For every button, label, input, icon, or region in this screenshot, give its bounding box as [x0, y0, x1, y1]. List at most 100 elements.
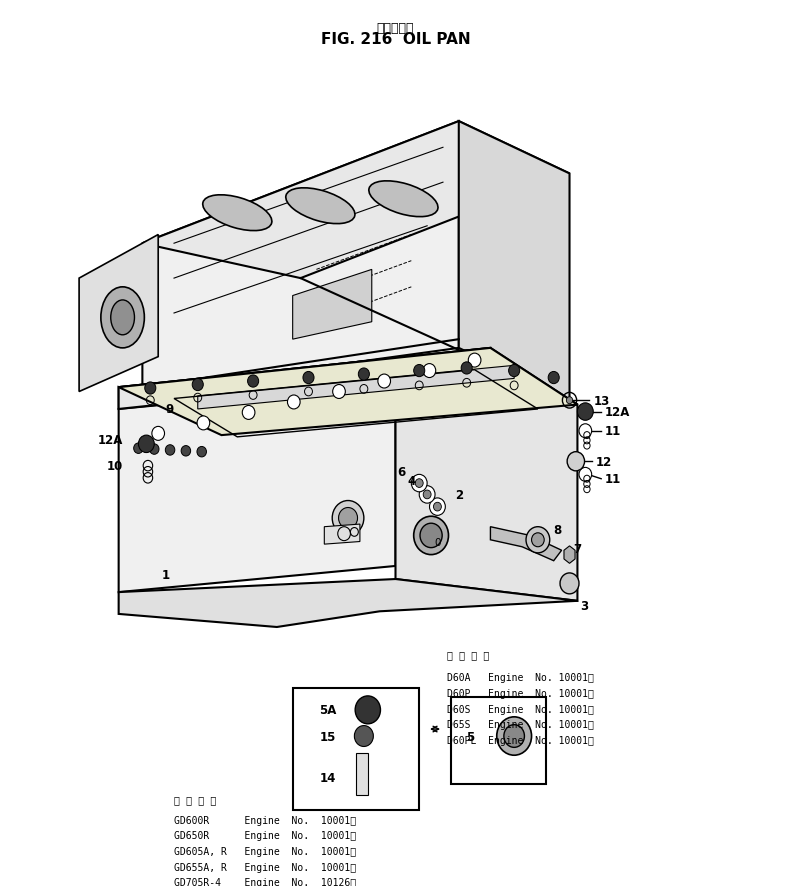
Polygon shape — [119, 348, 577, 442]
Text: 13: 13 — [593, 394, 610, 408]
Ellipse shape — [202, 196, 272, 231]
Text: 9: 9 — [166, 403, 174, 416]
Text: 6: 6 — [398, 466, 406, 478]
Polygon shape — [119, 579, 577, 627]
Polygon shape — [459, 122, 570, 400]
Circle shape — [509, 365, 520, 377]
Text: D65S   Engine  No. 10001～: D65S Engine No. 10001～ — [447, 719, 594, 730]
Circle shape — [165, 445, 175, 455]
Circle shape — [145, 383, 156, 394]
Text: GD655A, R   Engine  No.  10001～: GD655A, R Engine No. 10001～ — [174, 862, 356, 872]
Circle shape — [181, 446, 191, 456]
Text: GD605A, R   Engine  No.  10001～: GD605A, R Engine No. 10001～ — [174, 846, 356, 856]
Text: GD600R      Engine  No.  10001～: GD600R Engine No. 10001～ — [174, 814, 356, 825]
Polygon shape — [324, 525, 360, 545]
Text: D60S   Engine  No. 10001～: D60S Engine No. 10001～ — [447, 704, 594, 714]
Circle shape — [149, 445, 159, 455]
Circle shape — [378, 375, 391, 389]
Text: 2: 2 — [455, 488, 463, 501]
Circle shape — [303, 372, 314, 385]
Text: 5A: 5A — [319, 703, 336, 717]
Circle shape — [197, 447, 206, 457]
Text: 8: 8 — [554, 524, 562, 536]
Circle shape — [526, 527, 550, 553]
Polygon shape — [198, 366, 514, 409]
Ellipse shape — [369, 182, 438, 217]
Ellipse shape — [101, 288, 145, 348]
Circle shape — [430, 498, 445, 516]
Circle shape — [468, 354, 481, 368]
Circle shape — [548, 372, 559, 385]
Text: GD705R-4    Engine  No.  10126～: GD705R-4 Engine No. 10126～ — [174, 877, 356, 886]
Circle shape — [433, 502, 441, 511]
Text: 12A: 12A — [605, 406, 630, 418]
Text: 11: 11 — [605, 473, 622, 486]
Text: 7: 7 — [573, 542, 581, 556]
Polygon shape — [490, 527, 562, 561]
Circle shape — [415, 479, 423, 488]
Circle shape — [339, 508, 358, 529]
Bar — [451, 697, 546, 784]
Circle shape — [287, 395, 300, 409]
Polygon shape — [396, 384, 577, 602]
Circle shape — [579, 468, 592, 482]
Text: オイルパン: オイルパン — [377, 22, 414, 35]
Polygon shape — [119, 348, 577, 436]
Polygon shape — [142, 122, 570, 279]
Circle shape — [420, 524, 442, 548]
Text: D60P   Engine  No. 10001～: D60P Engine No. 10001～ — [447, 688, 594, 698]
Circle shape — [134, 444, 143, 454]
Ellipse shape — [111, 300, 134, 336]
Ellipse shape — [286, 189, 355, 224]
Text: 適  用  号  機: 適 用 号 機 — [447, 649, 489, 659]
Text: 11: 11 — [605, 424, 622, 438]
Circle shape — [577, 403, 593, 421]
Text: D60A   Engine  No. 10001～: D60A Engine No. 10001～ — [447, 672, 594, 682]
Bar — [293, 688, 419, 811]
Polygon shape — [119, 348, 490, 409]
Circle shape — [332, 501, 364, 536]
Text: 適  用  号  機: 適 用 号 機 — [174, 794, 216, 804]
Text: 5: 5 — [467, 730, 475, 742]
Text: 3: 3 — [580, 599, 588, 612]
Circle shape — [333, 385, 346, 399]
Text: 12: 12 — [596, 455, 612, 468]
Circle shape — [355, 696, 380, 724]
Text: 10: 10 — [106, 460, 123, 472]
Text: D60PL  Engine  No. 10001～: D60PL Engine No. 10001～ — [447, 735, 594, 745]
Circle shape — [358, 369, 369, 381]
Circle shape — [152, 427, 165, 441]
Bar — [356, 754, 368, 796]
Text: GD650R      Engine  No.  10001～: GD650R Engine No. 10001～ — [174, 830, 356, 840]
Circle shape — [532, 533, 544, 548]
Circle shape — [566, 397, 573, 404]
Circle shape — [497, 717, 532, 756]
Text: 1: 1 — [162, 569, 170, 581]
Circle shape — [138, 436, 154, 453]
Polygon shape — [79, 236, 158, 392]
Circle shape — [504, 725, 524, 748]
Circle shape — [411, 475, 427, 493]
Text: 15: 15 — [320, 730, 336, 742]
Circle shape — [248, 376, 259, 388]
Polygon shape — [119, 388, 221, 463]
Circle shape — [461, 362, 472, 375]
Text: 0: 0 — [434, 537, 441, 547]
Circle shape — [579, 424, 592, 439]
Circle shape — [423, 491, 431, 499]
Circle shape — [354, 726, 373, 747]
Polygon shape — [142, 122, 459, 392]
Polygon shape — [293, 270, 372, 340]
Circle shape — [423, 364, 436, 378]
Circle shape — [419, 486, 435, 503]
Circle shape — [197, 416, 210, 431]
Text: 14: 14 — [320, 771, 336, 783]
Text: 4: 4 — [407, 474, 415, 487]
Text: 12A: 12A — [97, 433, 123, 447]
Polygon shape — [564, 547, 575, 563]
Text: FIG. 216  OIL PAN: FIG. 216 OIL PAN — [320, 32, 471, 47]
Circle shape — [192, 379, 203, 392]
Polygon shape — [119, 384, 395, 593]
Circle shape — [242, 406, 255, 420]
Circle shape — [567, 452, 585, 471]
